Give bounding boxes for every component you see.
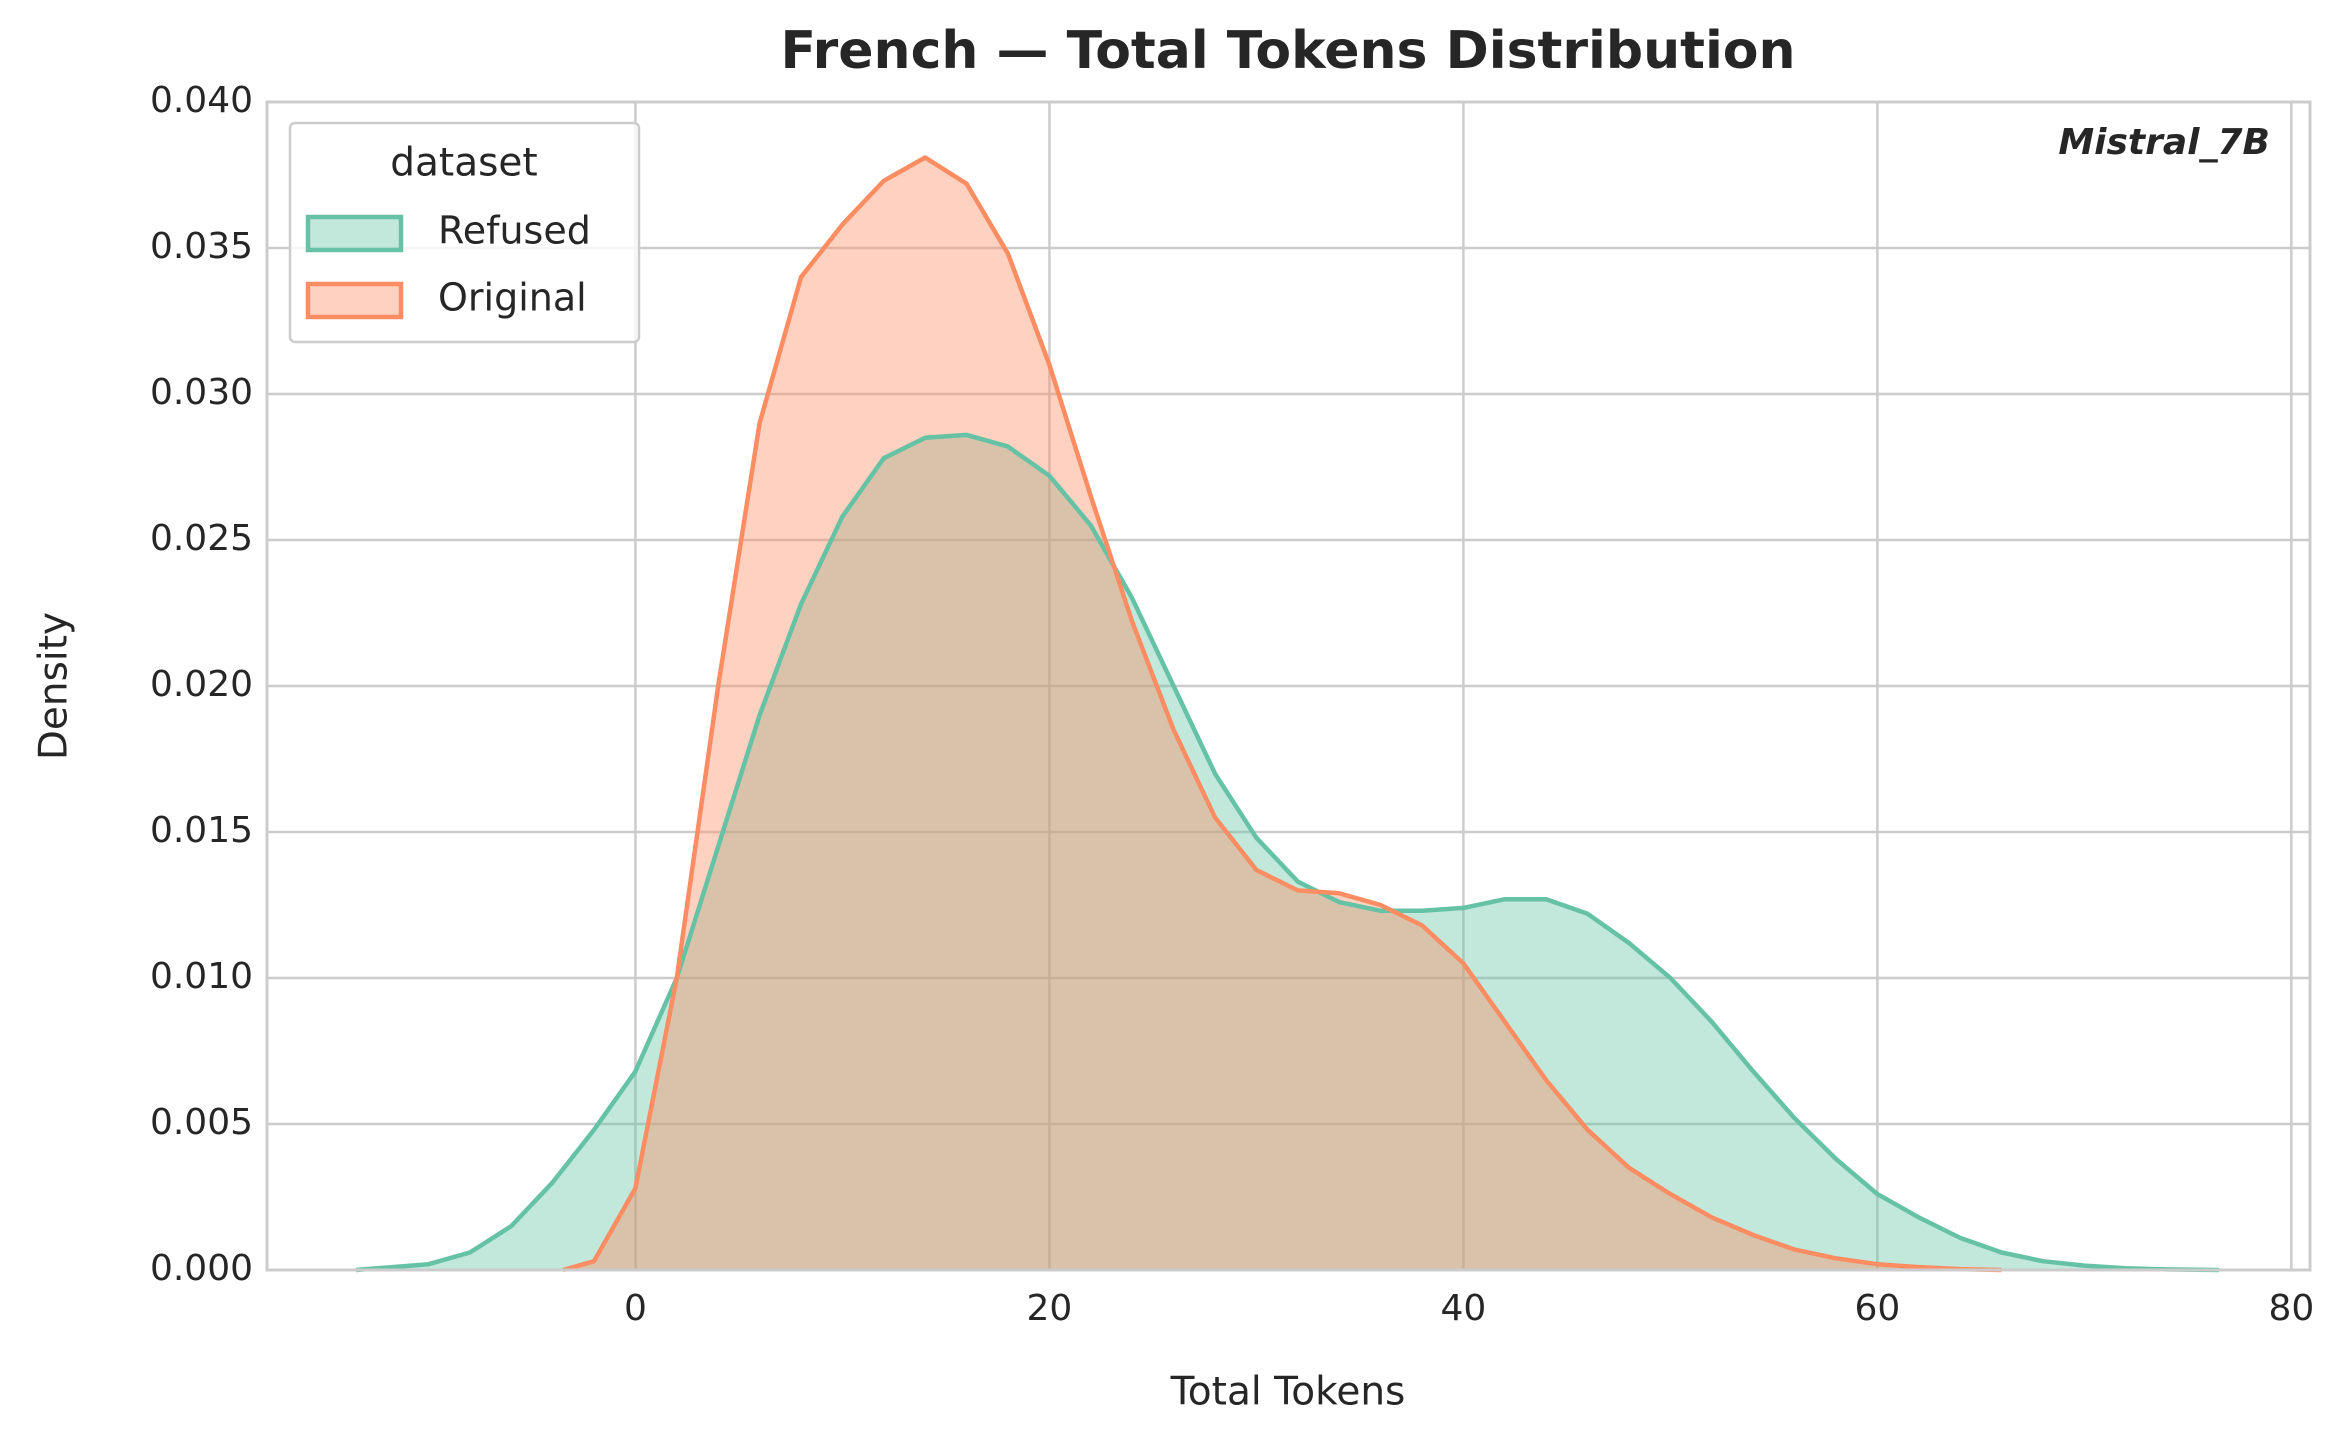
- x-tick-label: 0: [624, 1288, 647, 1329]
- legend-swatch: [305, 281, 404, 320]
- y-tick-label: 0.025: [150, 518, 253, 559]
- y-tick-label: 0.040: [150, 80, 253, 121]
- y-tick-label: 0.015: [150, 810, 253, 851]
- legend-box: [288, 121, 641, 344]
- density-area: [356, 434, 2219, 1270]
- y-tick-label: 0.030: [150, 372, 253, 413]
- chart-title: French — Total Tokens Distribution: [780, 21, 1795, 81]
- legend-swatch: [305, 214, 404, 253]
- legend-title: dataset: [390, 141, 537, 186]
- x-tick-label: 60: [1854, 1288, 1900, 1329]
- x-tick-label: 40: [1441, 1288, 1487, 1329]
- y-tick-label: 0.010: [150, 956, 253, 997]
- legend-label: Original: [438, 276, 587, 320]
- density-line: [562, 155, 2002, 1273]
- y-tick-label: 0.035: [150, 226, 253, 267]
- y-axis-label: Density: [32, 612, 77, 760]
- x-tick-label: 20: [1027, 1288, 1073, 1329]
- y-tick-label: 0.020: [150, 664, 253, 705]
- annotation: Mistral_7B: [2058, 122, 2270, 163]
- legend-label: Refused: [438, 209, 591, 253]
- density-line: [355, 432, 2219, 1273]
- x-axis-label: Total Tokens: [1170, 1370, 1406, 1415]
- density-area: [563, 157, 2002, 1270]
- legend: dataset Refused Original: [288, 121, 641, 344]
- y-tick-label: 0.000: [150, 1248, 253, 1289]
- y-tick-label: 0.005: [150, 1102, 253, 1143]
- x-tick-label: 80: [2268, 1288, 2314, 1329]
- plot-frame: [265, 100, 2312, 1272]
